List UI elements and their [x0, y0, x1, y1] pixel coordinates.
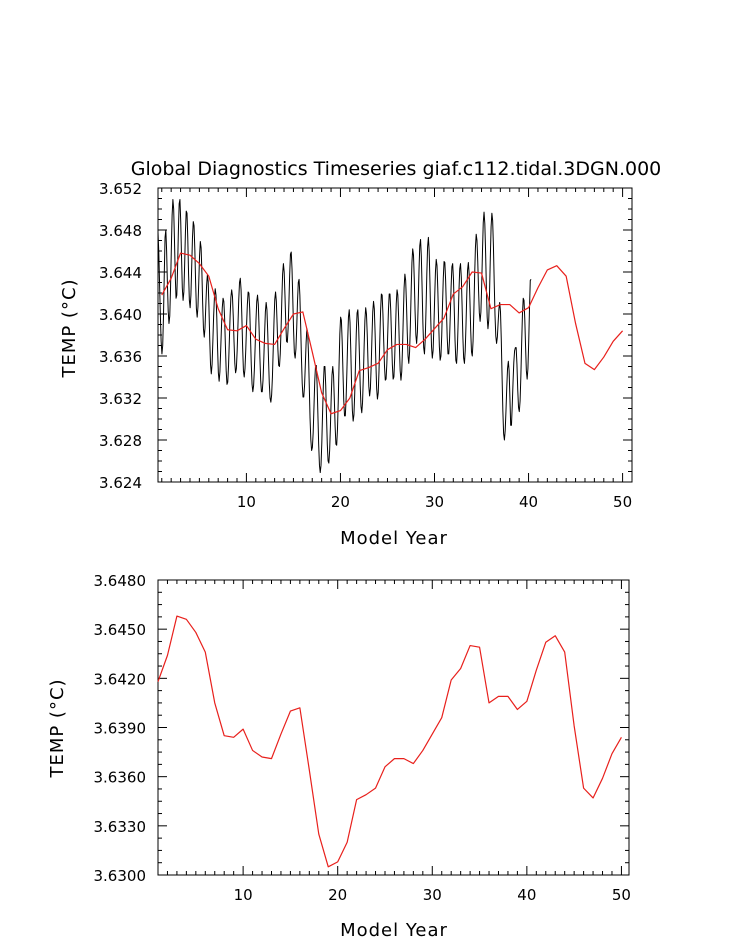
- x-tick-label: 40: [517, 886, 536, 904]
- y-tick-label: 3.636: [99, 348, 142, 366]
- annual-mean-series-line: [161, 252, 624, 415]
- x-tick-label: 50: [612, 886, 631, 904]
- y-tick-label: 3.632: [99, 390, 142, 408]
- x-tick-label: 10: [234, 886, 253, 904]
- y-tick-label: 3.6480: [94, 572, 147, 590]
- x-tick-label: 50: [613, 493, 632, 511]
- x-tick-label: 20: [328, 886, 347, 904]
- annual-mean-series-line: [157, 615, 622, 868]
- y-tick-label: 3.6420: [94, 670, 147, 688]
- y-axis-label: TEMP (°C): [47, 678, 68, 778]
- x-axis-label: Model Year: [340, 528, 448, 549]
- y-tick-label: 3.628: [99, 432, 142, 450]
- x-tick-label: 40: [519, 493, 538, 511]
- y-tick-label: 3.652: [99, 180, 142, 198]
- y-tick-label: 3.6300: [94, 867, 147, 885]
- y-tick-label: 3.644: [99, 264, 142, 282]
- y-tick-label: 3.6450: [94, 621, 147, 639]
- x-tick-label: 30: [425, 493, 444, 511]
- x-tick-label: 30: [423, 886, 442, 904]
- bottom-annual-mean-chart: Model Year TEMP (°C) 10 20 30 40 50 3.6300 3.6…: [47, 572, 631, 941]
- x-tick-label: 10: [237, 493, 256, 511]
- x-tick-label: 20: [331, 493, 350, 511]
- y-tick-label: 3.640: [99, 306, 142, 324]
- y-tick-label: 3.624: [99, 474, 142, 492]
- plot-frame: [157, 579, 630, 876]
- y-tick-label: 3.6390: [94, 720, 147, 738]
- y-axis-label: TEMP (°C): [59, 278, 80, 378]
- y-tick-label: 3.6360: [94, 769, 147, 787]
- x-axis-label: Model Year: [340, 920, 448, 941]
- chart-title: Global Diagnostics Timeseries giaf.c112.…: [131, 158, 662, 180]
- y-tick-label: 3.648: [99, 222, 142, 240]
- top-timeseries-chart: Model Year TEMP (°C) 10 20 30 40 50 3.624 3.62…: [59, 180, 633, 549]
- y-tick-label: 3.6330: [94, 818, 147, 836]
- monthly-series-line: [157, 199, 532, 474]
